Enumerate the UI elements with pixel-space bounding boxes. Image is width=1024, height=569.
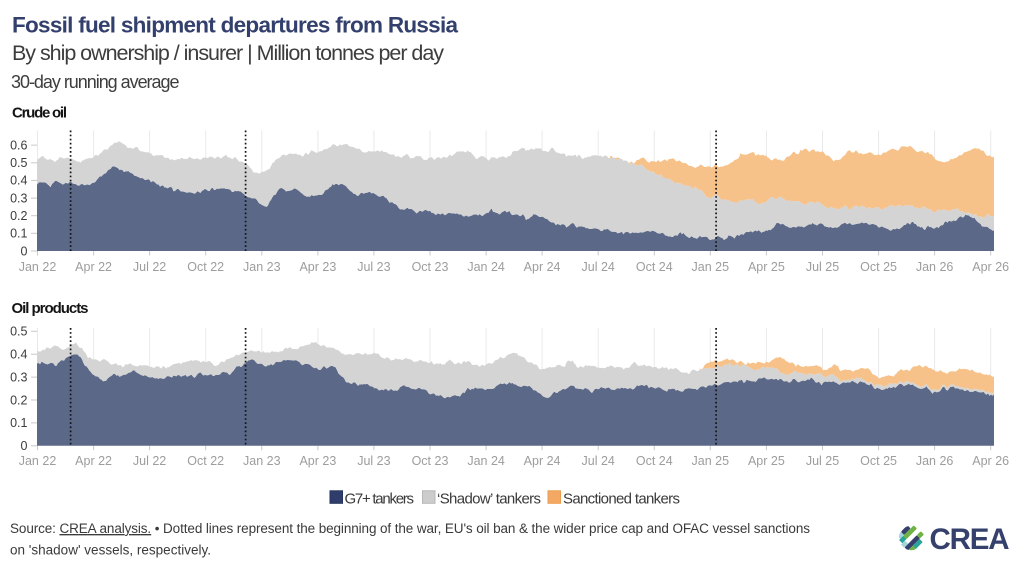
svg-text:Jan 26: Jan 26 (916, 454, 954, 468)
svg-text:0.5: 0.5 (10, 156, 27, 170)
svg-text:Oct 23: Oct 23 (412, 454, 449, 468)
svg-text:CREA: CREA (930, 523, 1011, 556)
svg-text:30-day running average: 30-day running average (11, 72, 180, 92)
svg-text:Crude oil: Crude oil (12, 105, 67, 122)
svg-text:Jul 23: Jul 23 (357, 454, 390, 468)
svg-text:Jul 24: Jul 24 (582, 454, 615, 468)
svg-text:Jul 22: Jul 22 (133, 260, 166, 274)
svg-text:Oct 23: Oct 23 (412, 260, 449, 274)
svg-text:Apr 23: Apr 23 (299, 260, 336, 274)
svg-text:0: 0 (21, 244, 28, 258)
svg-text:0.2: 0.2 (10, 393, 27, 407)
svg-text:Jan 22: Jan 22 (19, 260, 57, 274)
svg-text:0.2: 0.2 (10, 209, 27, 223)
svg-text:Jan 26: Jan 26 (916, 260, 954, 274)
svg-text:Oct 24: Oct 24 (636, 454, 673, 468)
svg-text:Apr 22: Apr 22 (75, 260, 112, 274)
svg-text:0.1: 0.1 (10, 227, 27, 241)
svg-text:G7+ tankers: G7+ tankers (345, 491, 415, 508)
svg-text:Sanctioned tankers: Sanctioned tankers (563, 491, 680, 508)
svg-text:Fossil fuel shipment departure: Fossil fuel shipment departures from Rus… (12, 13, 458, 38)
svg-text:Oct 25: Oct 25 (860, 260, 897, 274)
svg-text:Oct 24: Oct 24 (636, 260, 673, 274)
svg-text:Jul 25: Jul 25 (806, 260, 839, 274)
svg-text:Apr 24: Apr 24 (524, 260, 561, 274)
svg-text:0.3: 0.3 (10, 191, 27, 205)
svg-text:0: 0 (21, 439, 28, 453)
svg-text:Jul 25: Jul 25 (806, 454, 839, 468)
svg-text:Jan 23: Jan 23 (243, 454, 281, 468)
svg-text:Jan 24: Jan 24 (467, 454, 505, 468)
svg-text:0.6: 0.6 (10, 138, 27, 152)
svg-text:Jan 24: Jan 24 (467, 260, 505, 274)
svg-text:Apr 26: Apr 26 (972, 260, 1009, 274)
svg-text:Oct 25: Oct 25 (860, 454, 897, 468)
svg-text:Jan 22: Jan 22 (19, 454, 57, 468)
svg-text:Jan 25: Jan 25 (692, 260, 730, 274)
svg-text:Jan 23: Jan 23 (243, 260, 281, 274)
svg-text:Jul 23: Jul 23 (357, 260, 390, 274)
svg-text:Oct 22: Oct 22 (187, 454, 224, 468)
svg-text:0.3: 0.3 (10, 370, 27, 384)
svg-text:0.4: 0.4 (10, 348, 27, 362)
svg-text:‘Shadow’ tankers: ‘Shadow’ tankers (437, 491, 541, 508)
svg-text:Apr 25: Apr 25 (748, 260, 785, 274)
svg-text:on 'shadow' vessels, respectiv: on 'shadow' vessels, respectively. (10, 543, 211, 558)
svg-text:Apr 22: Apr 22 (75, 454, 112, 468)
svg-text:Jul 24: Jul 24 (582, 260, 615, 274)
svg-text:0.4: 0.4 (10, 174, 27, 188)
svg-text:Oct 22: Oct 22 (187, 260, 224, 274)
svg-text:Source: CREA analysis. • Dotte: Source: CREA analysis. • Dotted lines re… (10, 521, 810, 536)
svg-text:Apr 23: Apr 23 (299, 454, 336, 468)
svg-text:Apr 25: Apr 25 (748, 454, 785, 468)
svg-text:Oil products: Oil products (12, 300, 89, 317)
svg-text:By ship ownership / insurer |: By ship ownership / insurer | Million to… (12, 41, 444, 65)
svg-text:Jul 22: Jul 22 (133, 454, 166, 468)
svg-text:0.1: 0.1 (10, 416, 27, 430)
svg-text:Apr 26: Apr 26 (972, 454, 1009, 468)
svg-text:Apr 24: Apr 24 (524, 454, 561, 468)
svg-text:Jan 25: Jan 25 (692, 454, 730, 468)
svg-text:0.5: 0.5 (10, 325, 27, 339)
